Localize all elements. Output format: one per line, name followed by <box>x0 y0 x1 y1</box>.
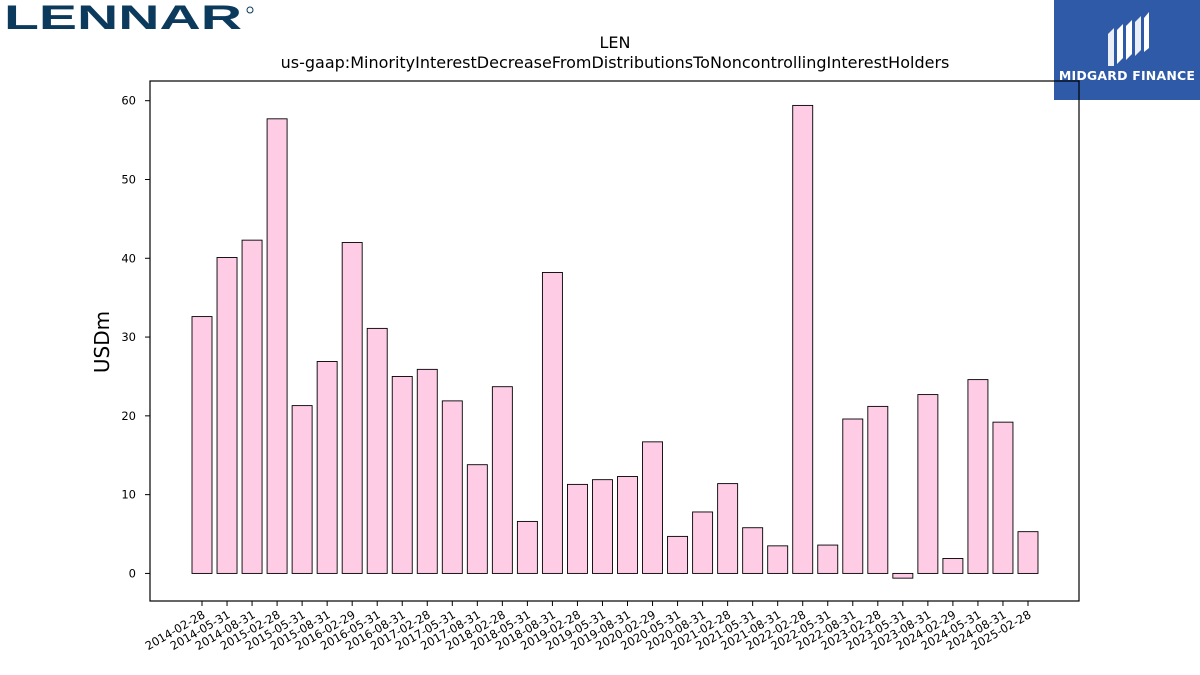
bar-2018-02-28 <box>491 386 513 574</box>
lennar-logo-text: LENNAR <box>4 2 242 36</box>
y-tick-label: 20 <box>121 409 136 423</box>
y-tick-label: 0 <box>129 566 136 580</box>
chart-subtitle: us-gaap:MinorityInterestDecreaseFromDist… <box>281 53 950 72</box>
bar-2024-05-31 <box>967 379 989 574</box>
bar-2016-02-29 <box>341 242 363 574</box>
bar-2015-05-31 <box>291 405 313 574</box>
bar-2019-02-28 <box>567 483 588 574</box>
bar-2016-08-31 <box>391 376 413 574</box>
y-tick-label: 40 <box>121 251 136 265</box>
bar-2021-08-31 <box>767 545 789 574</box>
bar-2023-02-28 <box>867 405 889 574</box>
bar-2020-02-29 <box>642 441 663 574</box>
bar-2020-08-31 <box>692 511 714 574</box>
bar-2017-02-28 <box>416 368 438 574</box>
chart-title: LEN <box>600 33 631 52</box>
registered-mark-icon <box>246 6 254 14</box>
y-tick-label: 30 <box>121 330 136 344</box>
bar-2016-05-31 <box>366 327 388 574</box>
midgard-finance-logo: MIDGARD FINANCE <box>1054 0 1200 100</box>
bar-2019-05-31 <box>592 479 613 574</box>
bar-2022-08-31 <box>842 418 864 574</box>
bar-2017-05-31 <box>441 400 463 574</box>
bars-group <box>191 104 1039 579</box>
bar-2018-05-31 <box>516 520 538 574</box>
y-tick-label: 10 <box>121 488 136 502</box>
bar-2021-05-31 <box>742 527 764 574</box>
bar-2014-08-31 <box>241 239 263 574</box>
bar-2025-02-28 <box>1017 531 1039 574</box>
y-tick-label: 60 <box>121 94 136 108</box>
midgard-finance-text: MIDGARD FINANCE <box>1058 68 1196 83</box>
bar-2014-02-28 <box>191 316 213 574</box>
bar-2020-05-31 <box>667 535 689 574</box>
bar-2015-02-28 <box>266 118 288 574</box>
bar-2022-02-28 <box>792 104 814 574</box>
bar-2021-02-28 <box>717 483 739 574</box>
midgard-mark-icon <box>1108 12 1149 66</box>
bar-2018-08-31 <box>541 272 563 574</box>
lennar-logo: LENNAR <box>4 0 254 37</box>
bar-2024-08-31 <box>992 421 1014 574</box>
bar-2015-08-31 <box>316 361 338 574</box>
y-axis-ticks: 0 10 20 30 40 50 60 <box>121 94 150 580</box>
bar-2023-08-31 <box>917 394 939 574</box>
y-axis-label: USDm <box>90 311 114 373</box>
bar-2019-08-31 <box>617 476 638 574</box>
bar-2022-05-31 <box>817 544 839 574</box>
bar-2023-05-31 <box>892 572 914 579</box>
bar-2024-02-29 <box>942 558 964 574</box>
bar-2017-08-31 <box>466 464 488 574</box>
y-tick-label: 50 <box>121 172 136 186</box>
x-axis-ticks: 2014-02-282014-05-312014-08-312015-02-28… <box>143 601 1033 653</box>
plot-frame <box>149 80 1080 602</box>
bar-2014-05-31 <box>216 257 238 574</box>
